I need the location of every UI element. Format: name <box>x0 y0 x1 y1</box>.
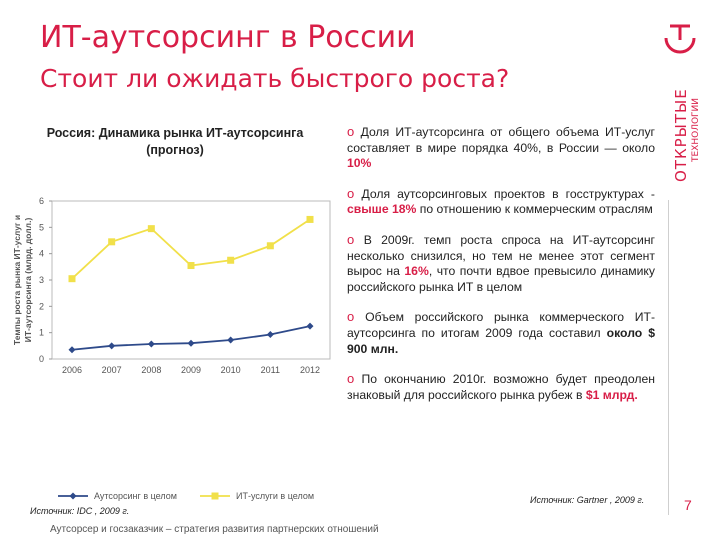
data-point <box>227 336 235 344</box>
bullet-text: В 2009г. темп роста спроса на ИТ-аутсорс… <box>347 232 655 279</box>
page-subtitle: Стоит ли ожидать быстрого роста? <box>40 64 510 93</box>
bullet-highlight: 10% <box>347 156 372 171</box>
bullet-marker: o <box>347 309 366 325</box>
bullet-marker: o <box>347 124 361 139</box>
bullet-suffix: , что почти вдвое превысило динамику рос… <box>347 264 655 294</box>
data-point <box>306 215 314 223</box>
legend-marker <box>211 492 219 500</box>
y-axis-label-line2: ИТ-аутсорсинга (млрд. долл.) <box>23 218 33 343</box>
y-tick-label: 6 <box>39 196 44 206</box>
data-point <box>108 238 116 246</box>
y-tick-label: 2 <box>39 301 44 311</box>
footer-text: Аутсорсер и госзаказчик – стратегия разв… <box>50 524 379 535</box>
page-number: 7 <box>684 497 692 513</box>
x-tick-label: 2008 <box>141 365 161 375</box>
x-tick-label: 2006 <box>62 365 82 375</box>
source-right: Источник: Gartner , 2009 г. <box>530 495 645 505</box>
bullet-text: Доля аутсорсинговых проектов в госструкт… <box>361 186 655 201</box>
chart-title-line1: Россия: Динамика рынка ИТ-аутсорсинга <box>46 126 304 140</box>
y-tick-label: 4 <box>39 249 44 259</box>
data-point <box>266 331 274 339</box>
bullet-marker: o <box>347 185 362 201</box>
data-point <box>187 262 195 270</box>
legend-marker <box>69 492 77 500</box>
x-tick-label: 2010 <box>221 365 241 375</box>
logo-text-otkrytye: ОТКРЫТЫЕ <box>672 88 690 182</box>
open-technologies-logo-icon: ОТКРЫТЫЕ ТЕХНОЛОГИИ <box>664 24 701 182</box>
chart-title: Россия: Динамика рынка ИТ-аутсорсинга (п… <box>30 125 320 159</box>
x-tick-label: 2012 <box>300 365 320 375</box>
bullet-item: o Доля ИТ-аутсорсинга от общего объема И… <box>347 124 655 172</box>
bullet-marker: o <box>347 231 364 247</box>
y-tick-label: 3 <box>39 275 44 285</box>
source-left: Источник: IDC , 2009 г. <box>30 506 130 516</box>
vertical-divider <box>668 200 669 515</box>
y-tick-label: 5 <box>39 222 44 232</box>
bullet-suffix: по отношению к коммерческим отраслям <box>416 202 653 217</box>
bullet-highlight: 16% <box>404 264 429 279</box>
x-tick-label: 2011 <box>261 365 280 375</box>
bullet-highlight: $1 млрд. <box>585 387 638 402</box>
bullet-text: Объем российского рынка коммерческого ИТ… <box>347 310 656 340</box>
x-tick-label: 2007 <box>102 365 122 375</box>
logo-text-tekhnologii: ТЕХНОЛОГИИ <box>691 98 701 163</box>
legend-label: ИТ-услуги в целом <box>236 491 314 501</box>
bullet-item: o Объем российского рынка коммерческого … <box>347 309 655 357</box>
data-point <box>147 225 155 233</box>
page-title: ИТ-аутсорсинг в России <box>40 20 416 55</box>
y-tick-label: 0 <box>39 354 44 364</box>
bullet-list: o Доля ИТ-аутсорсинга от общего объема И… <box>347 124 655 417</box>
legend-label: Аутсорсинг в целом <box>94 491 177 501</box>
data-point <box>227 256 235 264</box>
line-chart: 0 1 2 3 4 5 6 2006 2007 2008 2009 2010 2011 2012 Темпы… <box>12 196 331 501</box>
x-tick-label: 2009 <box>181 365 201 375</box>
plot-frame <box>51 200 331 360</box>
bullet-text: Доля ИТ-аутсорсинга от общего объема ИТ-… <box>347 125 655 155</box>
bullet-marker: o <box>347 371 362 387</box>
data-point <box>187 339 195 347</box>
bullet-item: o В 2009г. темп роста спроса на ИТ-аутсо… <box>347 232 655 295</box>
y-tick-label: 1 <box>39 328 44 338</box>
data-point <box>306 322 314 330</box>
y-axis-label-line1: Темпы роста рынка ИТ-услуг и <box>12 215 22 345</box>
data-point <box>68 346 76 354</box>
bullet-bold: около $ 900 млн. <box>347 325 655 356</box>
series-line <box>71 218 311 280</box>
bullet-item: o По окончанию 2010г. возможно будет пре… <box>347 371 655 403</box>
data-point <box>147 340 155 348</box>
bullet-highlight: свыше 18% <box>347 202 417 217</box>
chart-title-line2: (прогноз) <box>146 143 204 157</box>
data-point <box>68 275 76 283</box>
data-point <box>266 242 274 250</box>
data-point <box>108 342 116 350</box>
bullet-item: o Доля аутсорсинговых проектов в госстру… <box>347 186 655 218</box>
bullet-text: По окончанию 2010г. возможно будет преод… <box>347 372 656 402</box>
